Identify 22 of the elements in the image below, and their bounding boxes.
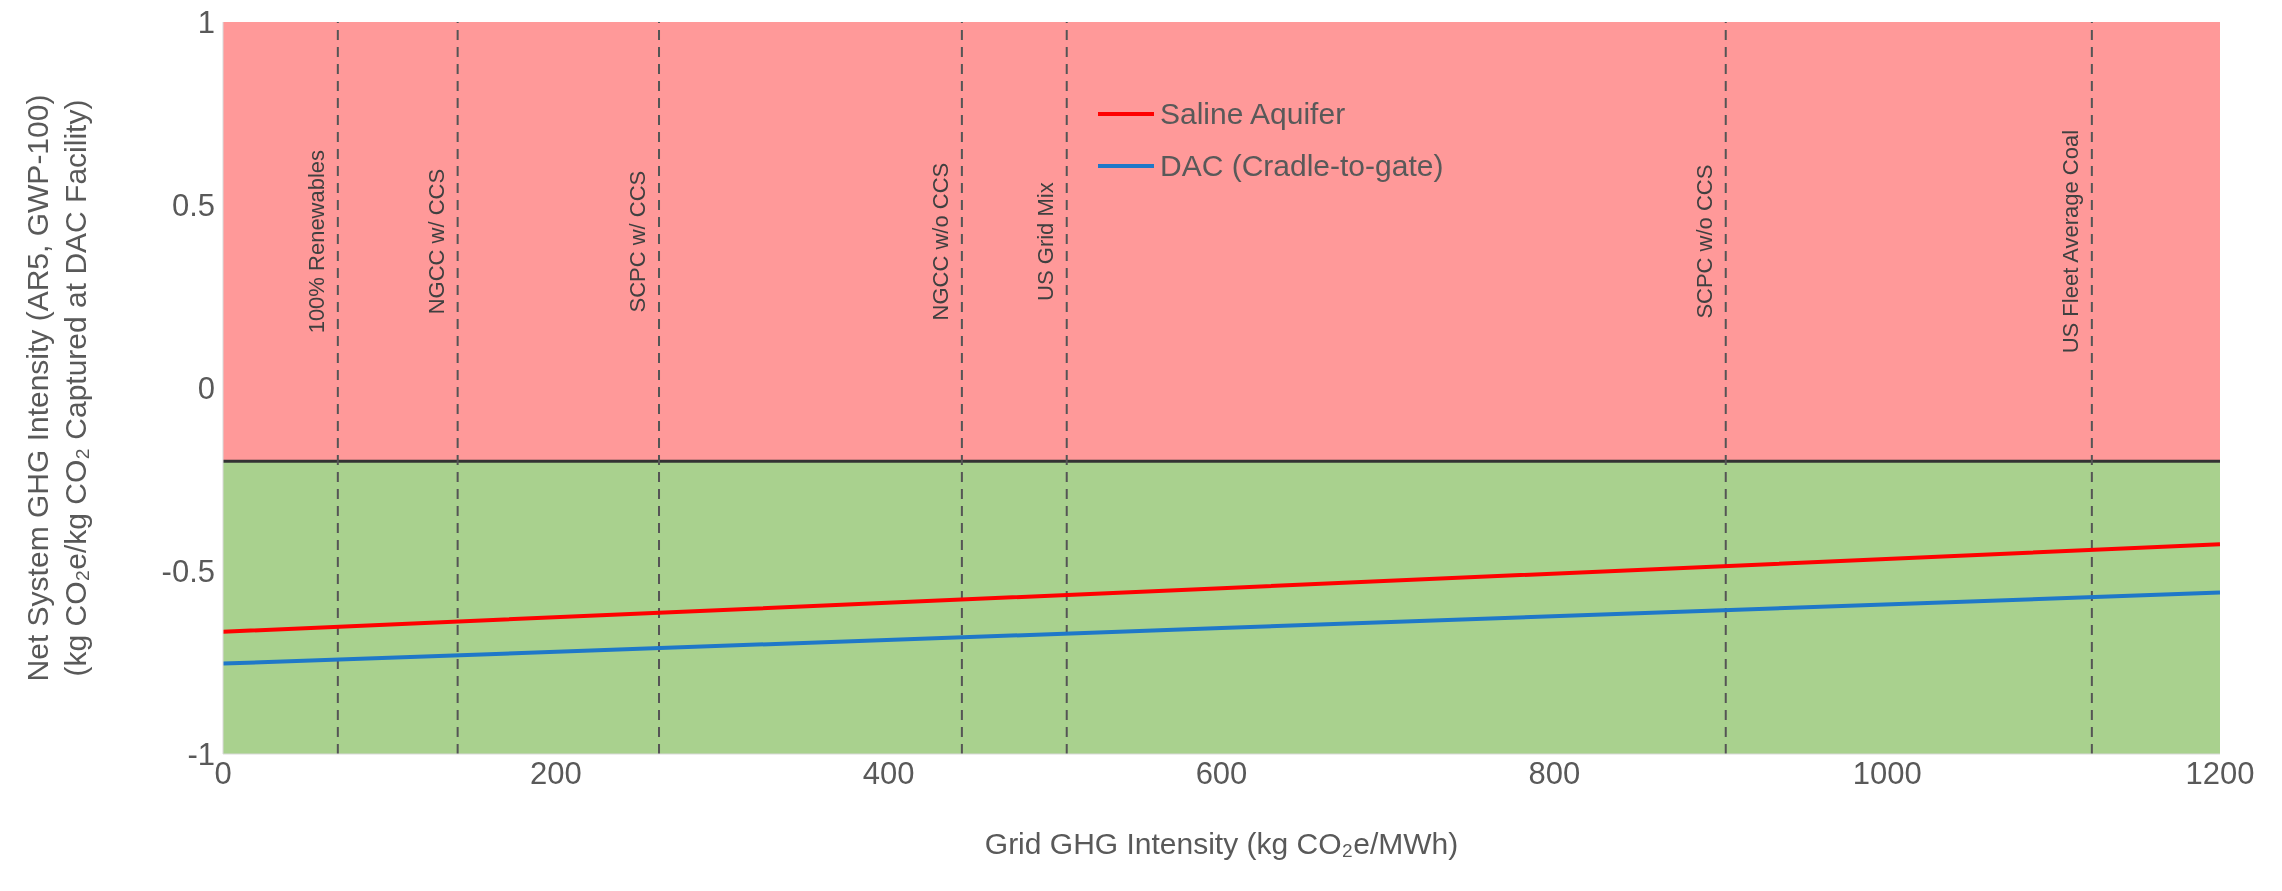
x-tick-label: 600: [1195, 756, 1248, 792]
y-tick-label: 0.5: [171, 188, 215, 224]
legend-label: Saline Aquifer: [1160, 96, 1346, 132]
ref-line-label: SCPC w/o CCS: [1691, 164, 1717, 319]
y-tick-label: 1: [197, 5, 215, 41]
x-tick-label: 800: [1528, 756, 1581, 792]
y-tick-label: -0.5: [161, 554, 215, 590]
x-axis-title: Grid GHG Intensity (kg CO₂e/MWh): [984, 827, 1459, 860]
ref-line-label: SCPC w/ CCS: [625, 170, 651, 313]
y-tick-label: -1: [187, 737, 215, 773]
ref-line-label: US Fleet Average Coal: [2057, 129, 2083, 354]
ref-line-label: 100% Renewables: [303, 149, 329, 334]
legend-label: DAC (Cradle-to-gate): [1160, 148, 1444, 184]
x-tick-label: 1200: [2185, 756, 2255, 792]
ref-line-label: NGCC w/ CCS: [423, 168, 449, 315]
y-tick-label: 0: [197, 371, 215, 407]
y-axis-title: Net System GHG Intensity (AR5, GWP-100) (kg CO₂e/kg CO₂ Captured at DAC Facility): [21, 94, 92, 682]
ref-line-label: US Grid Mix: [1032, 182, 1058, 301]
x-tick-label: 1000: [1852, 756, 1922, 792]
x-tick-label: 200: [529, 756, 582, 792]
x-tick-label: 400: [862, 756, 915, 792]
ref-line-label: NGCC w/o CCS: [927, 162, 953, 321]
